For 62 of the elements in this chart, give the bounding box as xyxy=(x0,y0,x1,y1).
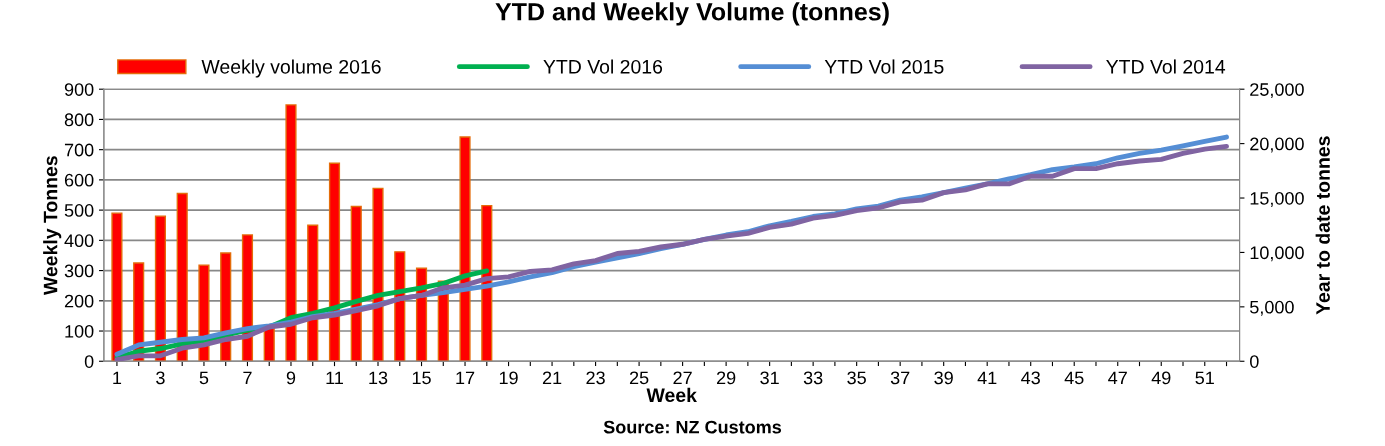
y-tick-label: 100 xyxy=(65,324,94,338)
bar xyxy=(176,192,188,362)
x-tick-label: 33 xyxy=(803,371,823,385)
x-tick-label: 25 xyxy=(629,371,649,385)
x-tick-label: 21 xyxy=(542,371,562,385)
x-tick-label: 45 xyxy=(1064,371,1084,385)
bar xyxy=(394,251,406,362)
bar xyxy=(285,104,297,362)
y2-axis-title: Year to date tonnes xyxy=(1315,136,1330,315)
x-tick-label: 39 xyxy=(934,371,953,385)
x-tick-label: 19 xyxy=(499,371,518,385)
y-tick-label: 0 xyxy=(84,355,94,368)
legend-label: Weekly volume 2016 xyxy=(201,59,381,78)
x-tick-label: 49 xyxy=(1151,371,1171,385)
source-note: Source: NZ Customs xyxy=(603,420,782,434)
y-tick-label: 500 xyxy=(64,204,94,217)
x-tick-label: 43 xyxy=(1021,371,1040,385)
legend-label: YTD Vol 2015 xyxy=(824,59,944,74)
x-tick-label: 9 xyxy=(286,371,296,385)
y2-tick-label: 10,000 xyxy=(1250,246,1304,262)
bar xyxy=(111,212,123,362)
x-tick-label: 7 xyxy=(243,371,252,385)
bar xyxy=(481,204,493,362)
x-tick-label: 11 xyxy=(326,371,343,385)
x-tick-label: 35 xyxy=(847,371,866,385)
x-tick-label: 13 xyxy=(369,371,388,385)
y-axis-title: Weekly Tonnes xyxy=(43,156,62,296)
bar xyxy=(372,187,384,362)
x-tick-label: 3 xyxy=(156,371,165,385)
x-tick-label: 29 xyxy=(716,371,736,385)
x-axis-title: Week xyxy=(646,387,697,403)
y2-tick-label: 15,000 xyxy=(1250,191,1304,207)
y2-tick-label: 25,000 xyxy=(1250,83,1304,99)
legend-label: YTD Vol 2016 xyxy=(543,59,663,74)
x-tick-label: 37 xyxy=(890,371,910,385)
y-tick-label: 300 xyxy=(64,264,94,278)
y2-tick-label: 20,000 xyxy=(1250,137,1304,153)
x-tick-label: 23 xyxy=(586,371,605,385)
bar xyxy=(350,205,362,362)
y-tick-label: 700 xyxy=(64,143,94,157)
x-tick-label: 31 xyxy=(760,371,779,385)
bar xyxy=(241,234,254,362)
bar xyxy=(307,224,319,362)
x-tick-label: 47 xyxy=(1108,371,1127,385)
bar xyxy=(459,136,471,362)
chart-title: YTD and Weekly Volume (tonnes) xyxy=(495,2,889,26)
legend-label: YTD Vol 2014 xyxy=(1106,59,1226,74)
y-tick-label: 800 xyxy=(64,113,94,127)
x-tick-label: 15 xyxy=(412,371,431,385)
y-tick-label: 600 xyxy=(64,173,94,187)
x-tick-label: 17 xyxy=(456,371,475,385)
y-tick-label: 900 xyxy=(64,83,94,96)
x-tick-label: 1 xyxy=(113,371,122,385)
x-tick-label: 5 xyxy=(199,371,209,385)
y2-tick-label: 0 xyxy=(1250,355,1259,368)
y-tick-label: 200 xyxy=(64,294,94,308)
y2-tick-label: 5,000 xyxy=(1250,300,1294,316)
bar xyxy=(328,162,341,362)
y-tick-label: 400 xyxy=(64,234,94,248)
x-tick-label: 27 xyxy=(673,371,692,385)
x-tick-label: 41 xyxy=(977,371,997,385)
x-tick-label: 51 xyxy=(1195,371,1214,385)
